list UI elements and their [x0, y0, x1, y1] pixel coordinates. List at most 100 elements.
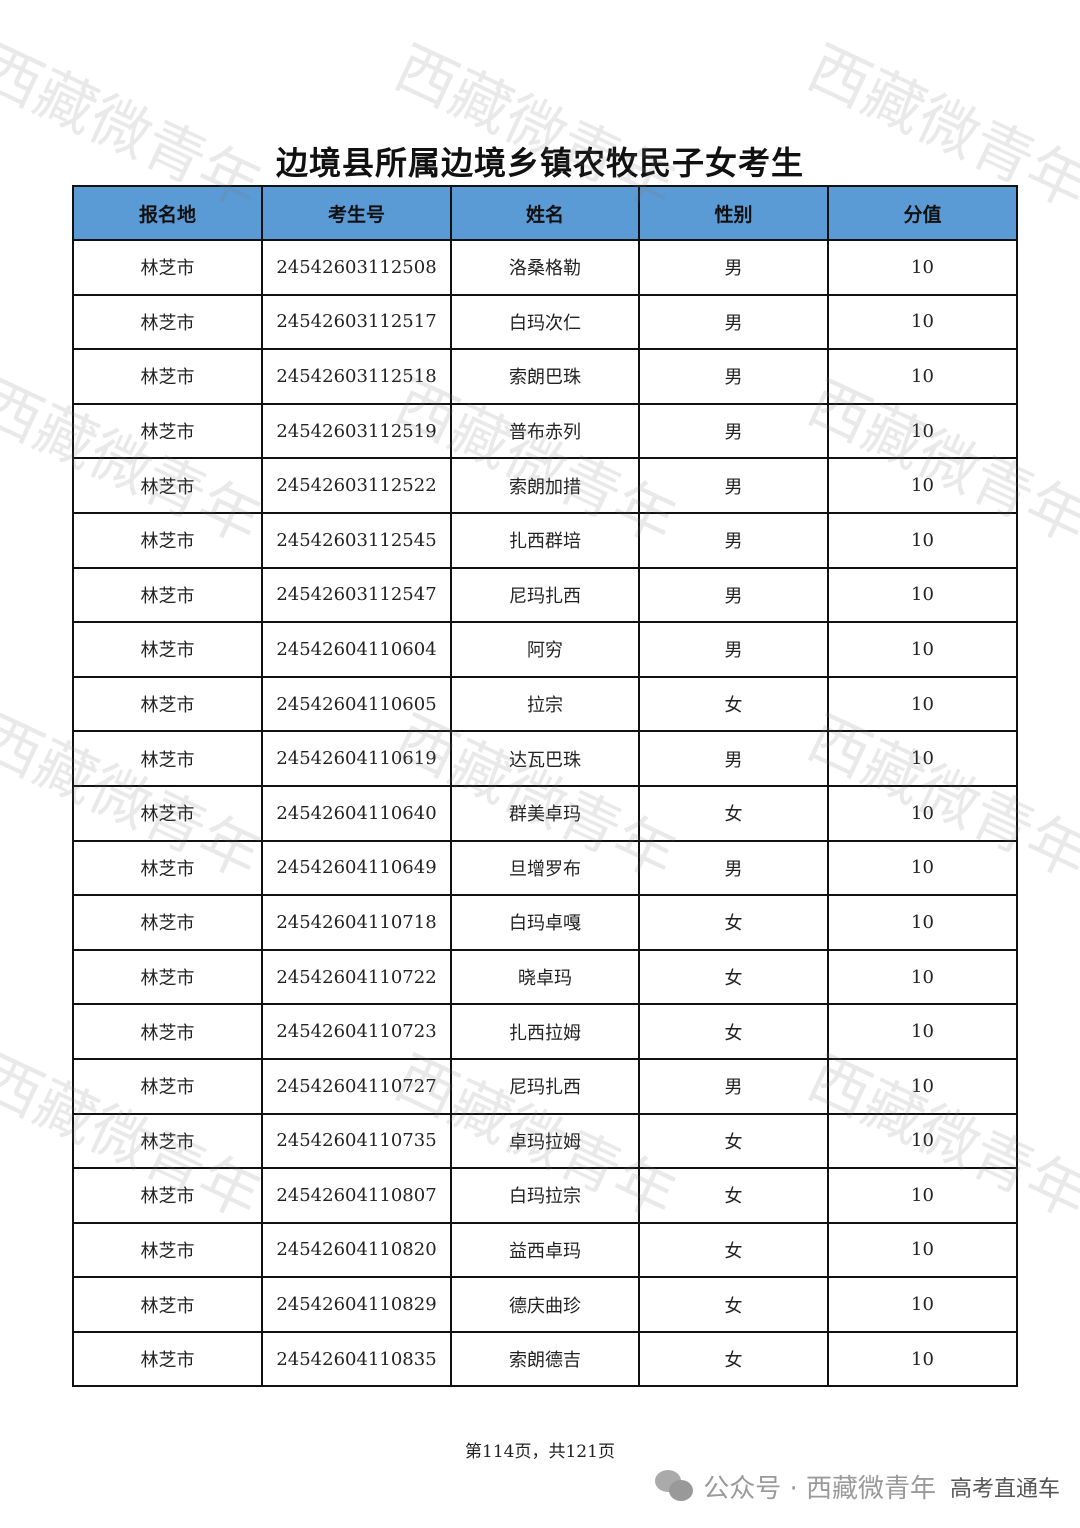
exam-number-cell: 24542604110829 — [261, 1276, 452, 1333]
exam-number-cell: 24542603112519 — [261, 402, 452, 460]
exam-number-cell: 24542604110820 — [261, 1221, 452, 1279]
table-row: 林芝市 24542604110835 索朗德吉女 10 — [72, 1330, 1018, 1388]
candidate-table: 报名地 考生号 姓名 性别 分值 林芝市 24542603112508 洛桑格勒男 10 林芝市… — [72, 185, 1018, 1388]
score-cell: 10 — [827, 675, 1018, 733]
location-cell: 林芝市 — [72, 348, 263, 405]
table-row: 林芝市 24542603112545 扎西群培男 10 — [72, 511, 1018, 569]
column-header: 分值 — [827, 185, 1018, 241]
table-row: 林芝市 24542604110723 扎西拉姆女 10 — [72, 1003, 1018, 1060]
table-row: 林芝市 24542603112547 尼玛扎西男 10 — [72, 566, 1018, 624]
score-cell: 10 — [827, 348, 1018, 405]
exam-number-cell: 24542604110605 — [261, 675, 452, 733]
score-cell: 10 — [827, 839, 1018, 897]
score-cell: 10 — [827, 457, 1018, 514]
gender-cell: 女 — [638, 1276, 829, 1333]
table-row: 林芝市 24542603112508 洛桑格勒男 10 — [72, 239, 1018, 296]
exam-number-cell: 24542603112547 — [261, 566, 452, 624]
gender-cell: 女 — [638, 948, 829, 1006]
score-cell: 10 — [827, 293, 1018, 351]
location-cell: 林芝市 — [72, 730, 263, 787]
location-cell: 林芝市 — [72, 239, 263, 296]
location-cell: 林芝市 — [72, 894, 263, 951]
name-cell: 索朗加措 — [450, 457, 640, 514]
name-cell: 德庆曲珍 — [450, 1276, 640, 1333]
name-cell: 尼玛扎西 — [450, 566, 640, 624]
location-cell: 林芝市 — [72, 675, 263, 733]
location-cell: 林芝市 — [72, 293, 263, 351]
name-cell: 洛桑格勒 — [450, 239, 640, 296]
table-row: 林芝市 24542603112522 索朗加措男 10 — [72, 457, 1018, 514]
overlay-watermark-text: 高考直通车 — [949, 1476, 1060, 1502]
exam-number-cell: 24542604110718 — [261, 894, 452, 951]
table-row: 林芝市 24542604110727 尼玛扎西男 10 — [72, 1057, 1018, 1115]
score-cell: 10 — [827, 1276, 1018, 1333]
location-cell: 林芝市 — [72, 1057, 263, 1115]
name-cell: 白玛卓嘎 — [450, 894, 640, 951]
wechat-label: 公众号 · 西藏微青年 — [703, 1474, 936, 1504]
exam-number-cell: 24542603112545 — [261, 511, 452, 569]
gender-cell: 男 — [638, 566, 829, 624]
table-row: 林芝市 24542604110605 拉宗女 10 — [72, 675, 1018, 733]
wechat-icon — [655, 1469, 695, 1504]
score-cell: 10 — [827, 1057, 1018, 1115]
location-cell: 林芝市 — [72, 948, 263, 1006]
table-row: 林芝市 24542604110735 卓玛拉姆女 10 — [72, 1112, 1018, 1170]
gender-cell: 女 — [638, 675, 829, 733]
gender-cell: 男 — [638, 293, 829, 351]
location-cell: 林芝市 — [72, 1112, 263, 1170]
gender-cell: 男 — [638, 621, 829, 678]
gender-cell: 男 — [638, 402, 829, 460]
name-cell: 索朗德吉 — [450, 1330, 640, 1388]
score-cell: 10 — [827, 894, 1018, 951]
table-row: 林芝市 24542604110619 达瓦巴珠男 10 — [72, 730, 1018, 787]
score-cell: 10 — [827, 511, 1018, 569]
exam-number-cell: 24542604110723 — [261, 1003, 452, 1060]
name-cell: 尼玛扎西 — [450, 1057, 640, 1115]
name-cell: 群美卓玛 — [450, 784, 640, 842]
name-cell: 拉宗 — [450, 675, 640, 733]
exam-number-cell: 24542603112508 — [261, 239, 452, 296]
exam-number-cell: 24542604110835 — [261, 1330, 452, 1388]
exam-number-cell: 24542604110649 — [261, 839, 452, 897]
gender-cell: 女 — [638, 1330, 829, 1388]
table-row: 林芝市 24542603112519 普布赤列男 10 — [72, 402, 1018, 460]
name-cell: 卓玛拉姆 — [450, 1112, 640, 1170]
score-cell: 10 — [827, 1221, 1018, 1279]
table-row: 林芝市 24542604110829 德庆曲珍女 10 — [72, 1276, 1018, 1333]
name-cell: 益西卓玛 — [450, 1221, 640, 1279]
gender-cell: 男 — [638, 239, 829, 296]
location-cell: 林芝市 — [72, 621, 263, 678]
score-cell: 10 — [827, 1112, 1018, 1170]
page-number: 第114页，共121页 — [465, 1442, 615, 1462]
table-row: 林芝市 24542604110640 群美卓玛女 10 — [72, 784, 1018, 842]
gender-cell: 女 — [638, 1167, 829, 1224]
table-row: 林芝市 24542604110604 阿穷男 10 — [72, 621, 1018, 678]
table-header: 报名地 考生号 姓名 性别 分值 — [72, 185, 1018, 241]
gender-cell: 女 — [638, 1003, 829, 1060]
name-cell: 普布赤列 — [450, 402, 640, 460]
exam-number-cell: 24542604110735 — [261, 1112, 452, 1170]
score-cell: 10 — [827, 621, 1018, 678]
page-title: 边境县所属边境乡镇农牧民子女考生 — [275, 144, 804, 182]
location-cell: 林芝市 — [72, 566, 263, 624]
table-row: 林芝市 24542604110722 晓卓玛女 10 — [72, 948, 1018, 1006]
gender-cell: 男 — [638, 457, 829, 514]
location-cell: 林芝市 — [72, 1276, 263, 1333]
exam-number-cell: 24542604110722 — [261, 948, 452, 1006]
exam-number-cell: 24542603112518 — [261, 348, 452, 405]
gender-cell: 女 — [638, 784, 829, 842]
score-cell: 10 — [827, 1167, 1018, 1224]
exam-number-cell: 24542603112517 — [261, 293, 452, 351]
name-cell: 晓卓玛 — [450, 948, 640, 1006]
table-row: 林芝市 24542604110718 白玛卓嘎女 10 — [72, 894, 1018, 951]
score-cell: 10 — [827, 239, 1018, 296]
score-cell: 10 — [827, 1330, 1018, 1388]
location-cell: 林芝市 — [72, 402, 263, 460]
gender-cell: 男 — [638, 348, 829, 405]
column-header: 性别 — [638, 185, 829, 241]
exam-number-cell: 24542604110604 — [261, 621, 452, 678]
score-cell: 10 — [827, 1003, 1018, 1060]
name-cell: 旦增罗布 — [450, 839, 640, 897]
exam-number-cell: 24542604110640 — [261, 784, 452, 842]
score-cell: 10 — [827, 784, 1018, 842]
